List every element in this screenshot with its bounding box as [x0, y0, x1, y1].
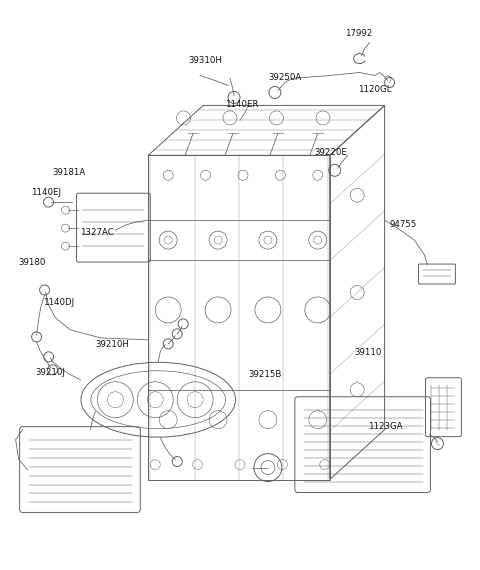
Text: 1140DJ: 1140DJ [43, 298, 74, 307]
Text: 39210J: 39210J [36, 368, 65, 377]
Text: 1120GL: 1120GL [358, 86, 391, 95]
Text: 1123GA: 1123GA [368, 422, 402, 431]
Text: 39215B: 39215B [248, 370, 281, 379]
Text: 1140ER: 1140ER [225, 100, 259, 109]
Text: 1327AC: 1327AC [81, 228, 114, 237]
Text: 39310H: 39310H [188, 55, 222, 64]
Text: 39220E: 39220E [315, 148, 348, 157]
Text: 39210H: 39210H [96, 340, 129, 349]
Text: 39250A: 39250A [268, 72, 301, 82]
Text: 17992: 17992 [345, 28, 372, 38]
Text: 39180: 39180 [19, 258, 46, 267]
Text: 94755: 94755 [390, 220, 417, 229]
Text: 1140EJ: 1140EJ [31, 188, 60, 197]
Text: 39110: 39110 [355, 348, 382, 357]
Text: 39181A: 39181A [52, 168, 86, 177]
